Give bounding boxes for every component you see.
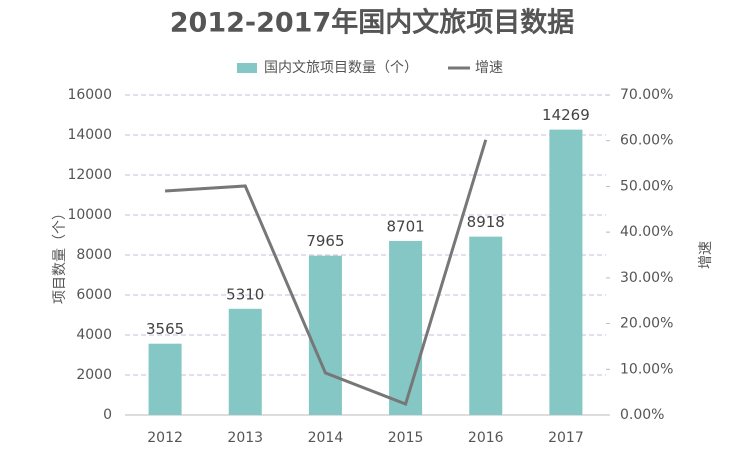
data-label: 7965 — [306, 232, 344, 250]
bar — [389, 240, 423, 415]
y2-tick-label: 60.00% — [620, 133, 673, 149]
x-tick-label: 2014 — [308, 430, 344, 446]
y2-tick-label: 30.00% — [620, 270, 673, 286]
data-label: 8918 — [467, 213, 505, 231]
x-tick-label: 2017 — [548, 430, 584, 446]
y-axis-label: 项目数量（个） — [52, 206, 68, 304]
legend-swatch — [237, 63, 257, 73]
y2-tick-label: 20.00% — [620, 316, 673, 332]
y-tick-label: 16000 — [67, 87, 112, 103]
data-label: 8701 — [386, 217, 424, 235]
x-tick-label: 2013 — [227, 430, 263, 446]
y2-tick-label: 70.00% — [620, 87, 673, 103]
y2-tick-label: 50.00% — [620, 178, 673, 194]
y-tick-label: 10000 — [67, 207, 112, 223]
data-label: 3565 — [146, 320, 184, 338]
y-tick-label: 14000 — [67, 127, 112, 143]
data-label: 14269 — [542, 106, 590, 124]
y-tick-label: 2000 — [76, 367, 112, 383]
x-tick-label: 2015 — [388, 430, 424, 446]
y2-axis-label: 增速 — [698, 241, 714, 269]
y2-tick-label: 40.00% — [620, 224, 673, 240]
x-tick-label: 2016 — [468, 430, 504, 446]
bar — [228, 308, 262, 415]
x-tick-label: 2012 — [147, 430, 183, 446]
legend-label: 增速 — [475, 60, 503, 76]
legend-label: 国内文旅项目数量（个） — [264, 60, 418, 76]
bar — [549, 129, 583, 415]
bar — [469, 236, 503, 415]
y-tick-label: 4000 — [76, 327, 112, 343]
data-label: 5310 — [226, 285, 264, 303]
y2-tick-label: 0.00% — [620, 407, 664, 423]
y-tick-label: 12000 — [67, 167, 112, 183]
y2-tick-label: 10.00% — [620, 361, 673, 377]
line — [164, 139, 488, 407]
bar — [308, 255, 342, 415]
y-tick-label: 0 — [103, 407, 112, 423]
y-tick-label: 6000 — [76, 287, 112, 303]
bar — [148, 343, 182, 415]
chart-title: 2012-2017年国内文旅项目数据 — [170, 7, 575, 39]
y-tick-label: 8000 — [76, 247, 112, 263]
